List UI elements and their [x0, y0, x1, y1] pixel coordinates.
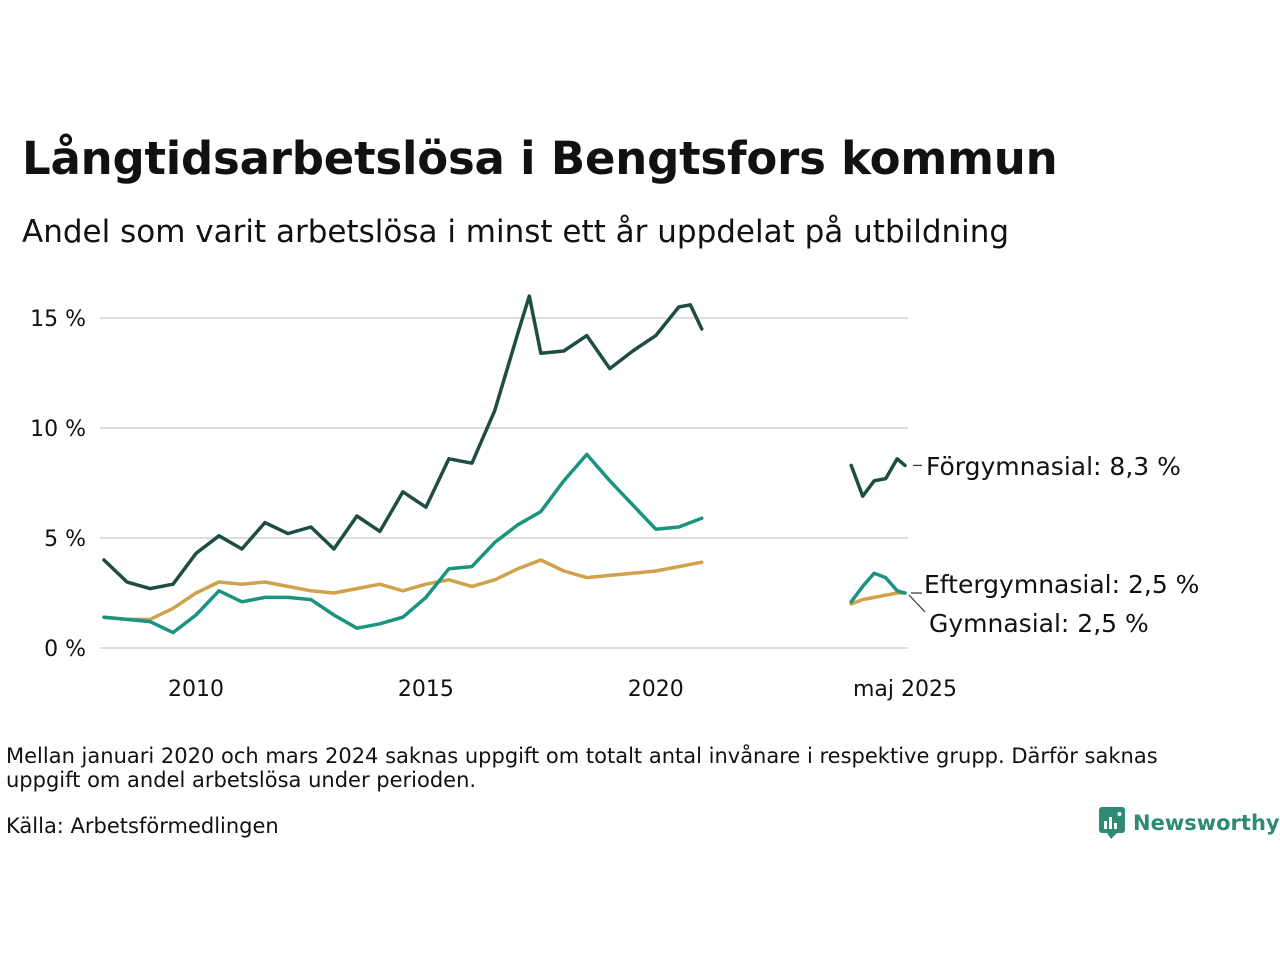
y-tick-label: 0 %: [44, 637, 86, 662]
series-line-eftergymnasial: [849, 571, 907, 604]
series-line-förgymnasial: [849, 457, 907, 498]
series-label-eftergymnasial: Eftergymnasial: 2,5 %: [924, 570, 1199, 599]
grid-lines: [100, 317, 908, 649]
x-tick-label: 2020: [628, 677, 684, 702]
bar-chart-icon: [1099, 807, 1125, 839]
series-line-eftergymnasial: [102, 452, 704, 635]
x-axis-ticks: 2010 2015 2020 maj 2025: [168, 677, 957, 702]
y-tick-label: 5 %: [44, 527, 86, 552]
source-note: Källa: Arbetsförmedlingen: [6, 814, 279, 838]
footnote: Mellan januari 2020 och mars 2024 saknas…: [6, 744, 1158, 792]
brand-logo[interactable]: Newsworthy: [1099, 807, 1280, 839]
y-tick-label: 15 %: [30, 307, 86, 332]
series-labels: Förgymnasial: 8,3 % Eftergymnasial: 2,5 %…: [908, 452, 1199, 638]
y-tick-label: 10 %: [30, 417, 86, 442]
series-lines: [102, 294, 907, 635]
x-tick-label: 2010: [168, 677, 224, 702]
page-subtitle: Andel som varit arbetslösa i minst ett å…: [22, 214, 1010, 250]
series-label-förgymnasial: Förgymnasial: 8,3 %: [926, 452, 1181, 481]
series-label-gymnasial: Gymnasial: 2,5 %: [929, 609, 1149, 638]
x-tick-label: maj 2025: [853, 677, 957, 702]
x-tick-label: 2015: [398, 677, 454, 702]
label-leader-line: [908, 594, 926, 613]
brand-name: Newsworthy: [1133, 811, 1280, 835]
series-line-gymnasial: [849, 591, 907, 606]
series-line-gymnasial: [102, 558, 704, 622]
y-axis-ticks: 0 % 5 % 10 % 15 %: [30, 307, 86, 662]
page-title: Långtidsarbetslösa i Bengtsfors kommun: [22, 132, 1058, 185]
series-line-förgymnasial: [102, 294, 704, 591]
